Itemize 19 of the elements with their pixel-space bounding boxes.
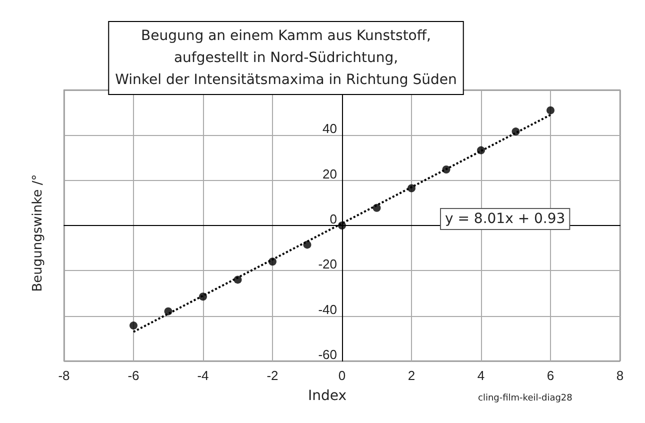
x-tick-label: 6 [546, 368, 554, 383]
chart-title: Beugung an einem Kamm aus Kunststoff, aufgestellt in Nord-Südrichtung, Winkel der Intensitätsmaxima in Richtung Süden [115, 28, 457, 88]
x-axis-title: Index [308, 388, 347, 404]
annotation: y = 8.01x + 0.93 [445, 211, 566, 227]
y-axis-title: Beugungswinke /° [30, 174, 46, 292]
y-tick-label: -40 [318, 302, 337, 317]
x-tick-label: 8 [616, 368, 624, 383]
x-tick-label: -6 [128, 368, 140, 383]
y-tick-label: -20 [318, 256, 337, 272]
y-tick-label: 40 [322, 121, 337, 136]
x-tick-label: -2 [266, 368, 278, 383]
x-tick-label: 2 [408, 368, 416, 383]
x-tick-label: 4 [477, 368, 485, 383]
y-tick-label: -60 [318, 347, 337, 362]
x-tick-label: -8 [58, 368, 70, 383]
y-tick-label: 0 [330, 212, 337, 226]
x-tick-label: -4 [197, 368, 209, 383]
text: cling-film-keil-diag28 [478, 394, 573, 404]
y-tick-label: 20 [322, 166, 337, 182]
